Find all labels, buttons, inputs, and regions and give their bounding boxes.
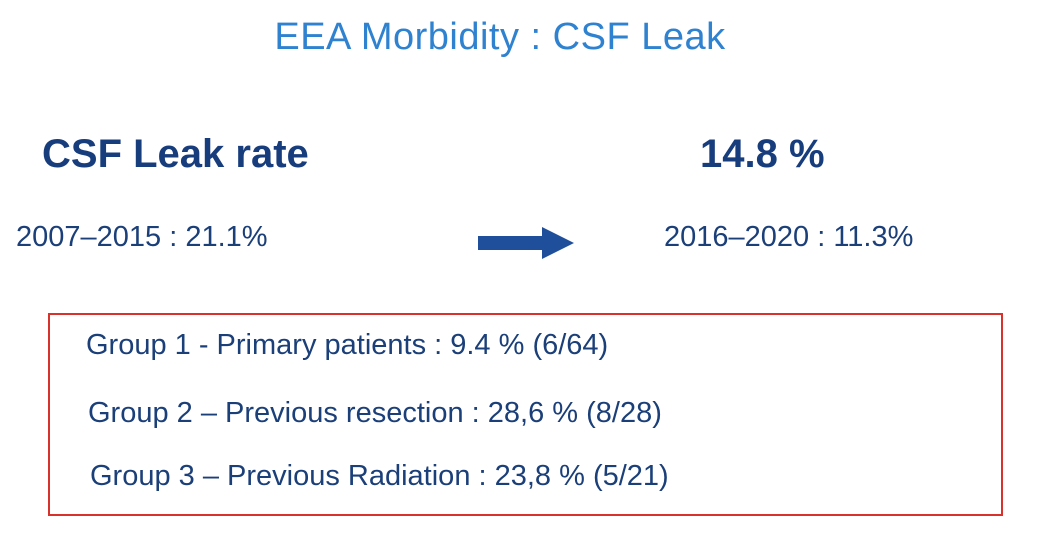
- group-2-line: Group 2 – Previous resection : 28,6 % (8…: [88, 397, 662, 429]
- period-2016-2020: 2016–2020 : 11.3%: [664, 221, 914, 253]
- groups-box: Group 1 - Primary patients : 9.4 % (6/64…: [48, 313, 1003, 516]
- slide-title: EEA Morbidity : CSF Leak: [274, 16, 726, 58]
- group-1-line: Group 1 - Primary patients : 9.4 % (6/64…: [86, 329, 609, 361]
- csf-leak-rate-value: 14.8 %: [700, 132, 825, 176]
- right-arrow-icon: [478, 227, 574, 259]
- group-3-line: Group 3 – Previous Radiation : 23,8 % (5…: [90, 460, 669, 492]
- csf-leak-rate-label: CSF Leak rate: [42, 132, 309, 176]
- period-2007-2015: 2007–2015 : 21.1%: [16, 221, 268, 253]
